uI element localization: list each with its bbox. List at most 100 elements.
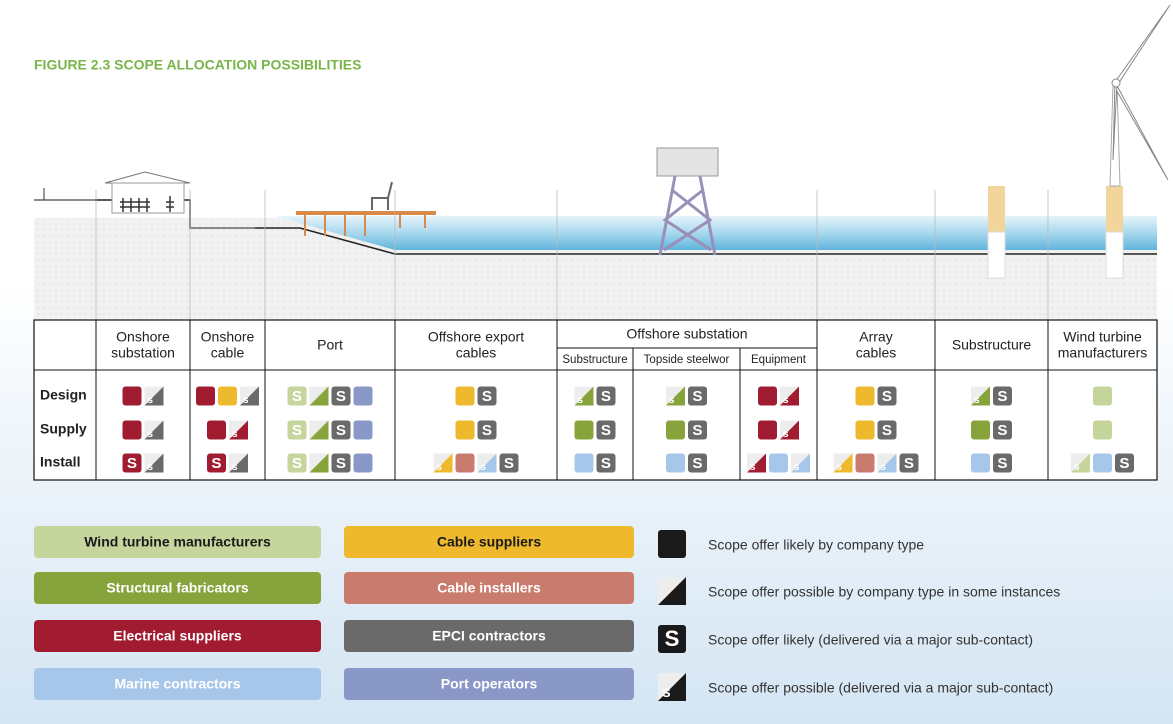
column-header: Array — [859, 329, 892, 345]
subcontract-letter: s — [880, 462, 886, 473]
scope-possible-subcontract — [747, 453, 766, 473]
scope-possible-subcontract — [971, 386, 990, 406]
column-header: Substructure — [952, 337, 1032, 353]
substation-building — [111, 182, 185, 214]
subcontract-letter: s — [783, 395, 789, 406]
scope-likely-subcontract — [287, 420, 307, 440]
scope-possible-subcontract — [433, 453, 453, 473]
subcontract-letter: S — [292, 422, 302, 439]
company-name: Cable installers — [437, 580, 541, 596]
scope-possible-subcontract — [574, 386, 594, 406]
subcontract-letter: S — [692, 388, 702, 405]
crane — [371, 181, 393, 210]
scope-possible-subcontract — [666, 386, 685, 406]
scope-likely — [1093, 420, 1112, 440]
scope-likely-subcontract — [331, 420, 351, 440]
scope-likely — [574, 453, 594, 473]
key-description: Scope offer possible by company type in … — [708, 584, 1060, 600]
scope-likely — [122, 386, 142, 406]
subcontract-letter: S — [336, 388, 346, 405]
substation-equipment — [120, 196, 174, 212]
company-name: Wind turbine manufacturers — [84, 534, 271, 550]
subcontract-letter: S — [601, 422, 611, 439]
scope-likely-subcontract — [122, 453, 142, 473]
scope-likely — [455, 453, 475, 473]
scope-possible — [309, 453, 329, 473]
scope-likely-subcontract — [477, 420, 497, 440]
pier-legs — [304, 215, 426, 236]
scope-possible-subcontract — [144, 386, 164, 406]
subcontract-letter: S — [336, 455, 346, 472]
column-header: manufacturers — [1058, 345, 1147, 361]
company-name: Electrical suppliers — [113, 628, 242, 644]
scope-possible — [309, 386, 329, 406]
scope-possible-subcontract — [791, 453, 810, 473]
scope-likely — [658, 530, 686, 558]
scope-possible-subcontract — [780, 420, 799, 440]
company-swatch — [344, 526, 634, 558]
company-swatch — [344, 668, 634, 700]
company-swatch — [34, 526, 321, 558]
scope-likely — [122, 420, 142, 440]
key-description: Scope offer likely by company type — [708, 537, 924, 553]
scope-possible — [309, 420, 329, 440]
scope-likely — [666, 453, 685, 473]
column-header: cables — [856, 345, 896, 361]
column-header: substation — [111, 345, 175, 361]
scope-likely — [1093, 386, 1112, 406]
title: FIGURE 2.3 SCOPE ALLOCATION POSSIBILITIE… — [34, 57, 361, 73]
scope-likely-subcontract — [596, 386, 616, 406]
subcontract-letter: S — [997, 422, 1007, 439]
row-label: Design — [40, 387, 87, 403]
scope-likely-subcontract — [207, 453, 226, 473]
scope-possible-subcontract — [658, 673, 686, 701]
scope-likely-subcontract — [993, 386, 1012, 406]
subcontract-letter: S — [127, 455, 137, 472]
scope-likely-subcontract — [287, 453, 307, 473]
subcontract-letter: s — [436, 462, 442, 473]
scope-likely — [353, 386, 373, 406]
pier-deck — [296, 211, 436, 215]
company-swatch — [34, 620, 321, 652]
scope-likely — [855, 453, 875, 473]
subcontract-letter: S — [665, 626, 680, 651]
oss-jacket — [658, 175, 717, 256]
subcontract-letter: s — [669, 395, 675, 406]
subcontract-letter: s — [974, 395, 980, 406]
subcontract-letter: S — [997, 455, 1007, 472]
column-subheader: Equipment — [751, 354, 807, 366]
subcontract-letter: s — [243, 395, 249, 406]
scope-possible — [658, 577, 686, 605]
row-label: Install — [40, 454, 80, 470]
subcontract-letter: S — [882, 422, 892, 439]
scope-possible-subcontract — [229, 453, 248, 473]
subcontract-letter: s — [147, 462, 153, 473]
company-swatch — [34, 572, 321, 604]
turbine-transition — [1106, 186, 1123, 232]
scope-likely-subcontract — [688, 453, 707, 473]
column-header: Port — [317, 337, 343, 353]
column-header: cable — [211, 345, 245, 361]
scope-likely-subcontract — [688, 420, 707, 440]
scope-possible-subcontract — [144, 453, 164, 473]
subcontract-letter: S — [292, 455, 302, 472]
scope-likely — [455, 386, 475, 406]
subcontract-letter: S — [504, 455, 514, 472]
column-header: Onshore — [201, 329, 255, 345]
subcontract-letter: S — [292, 388, 302, 405]
scope-possible-subcontract — [477, 453, 497, 473]
subcontract-letter: S — [211, 455, 221, 472]
subcontract-letter: S — [997, 388, 1007, 405]
column-header: Offshore export — [428, 329, 524, 345]
scope-likely — [769, 453, 788, 473]
scope-likely-subcontract — [877, 420, 897, 440]
column-header: Wind turbine — [1063, 329, 1142, 345]
company-name: EPCI contractors — [432, 628, 546, 644]
subcontract-letter: S — [882, 388, 892, 405]
scope-likely-subcontract — [993, 453, 1012, 473]
oss-topside — [656, 147, 719, 177]
scope-possible-subcontract — [780, 386, 799, 406]
scope-likely — [207, 420, 226, 440]
subcontract-letter: s — [836, 462, 842, 473]
